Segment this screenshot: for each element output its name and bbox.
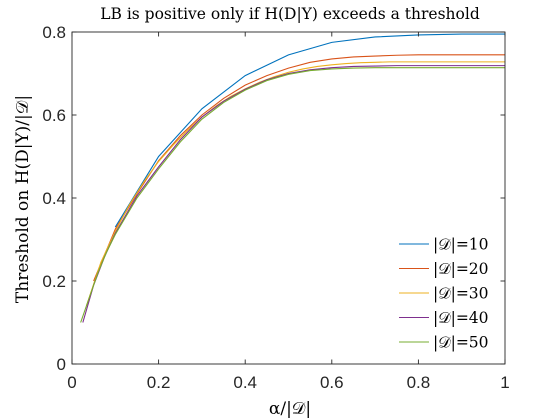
legend-label: |𝒟|=50 (433, 334, 489, 352)
axes: 0 0.2 0.4 0.6 0.8 1 0 0.2 0.4 0.6 0.8 (42, 23, 509, 392)
series-line-2 (93, 54, 505, 282)
legend-item-1: |𝒟|=10 (399, 236, 489, 254)
legend-label: |𝒟|=10 (433, 236, 489, 254)
y-tick-label: 0 (57, 355, 66, 374)
x-tick-label: 0.2 (147, 373, 171, 392)
series-line-4 (82, 65, 505, 323)
legend: |𝒟|=10 |𝒟|=20 |𝒟|=30 |𝒟|=40 |𝒟|=50 (399, 236, 489, 352)
y-tick-label: 0.6 (42, 106, 66, 125)
y-tick-label: 0.2 (42, 272, 66, 291)
y-tick-label: 0.4 (42, 189, 66, 208)
x-tick-label: 0 (67, 373, 76, 392)
plot-area: 0 0.2 0.4 0.6 0.8 1 0 0.2 0.4 0.6 0.8 (42, 23, 509, 392)
legend-label: |𝒟|=30 (433, 285, 489, 303)
x-tick-label: 0.4 (233, 373, 257, 392)
legend-label: |𝒟|=20 (433, 260, 489, 278)
series-line-1 (114, 33, 505, 228)
x-tick-label: 0.6 (320, 373, 344, 392)
series-line-3 (85, 61, 505, 307)
legend-item-5: |𝒟|=50 (399, 334, 489, 352)
series-group (80, 33, 505, 323)
x-axis-label: α/|𝒟| (269, 399, 311, 419)
y-axis-label: Threshold on H(D|Y)/|𝒟| (13, 95, 33, 303)
legend-label: |𝒟|=40 (433, 309, 489, 327)
series-line-5 (80, 67, 505, 323)
x-tick-label: 0.8 (407, 373, 431, 392)
y-tick-label: 0.8 (42, 23, 66, 42)
legend-item-4: |𝒟|=40 (399, 309, 489, 327)
legend-item-2: |𝒟|=20 (399, 260, 489, 278)
legend-item-3: |𝒟|=30 (399, 285, 489, 303)
x-tick-label: 1 (500, 373, 509, 392)
chart-title: LB is positive only if H(D|Y) exceeds a … (100, 5, 480, 23)
